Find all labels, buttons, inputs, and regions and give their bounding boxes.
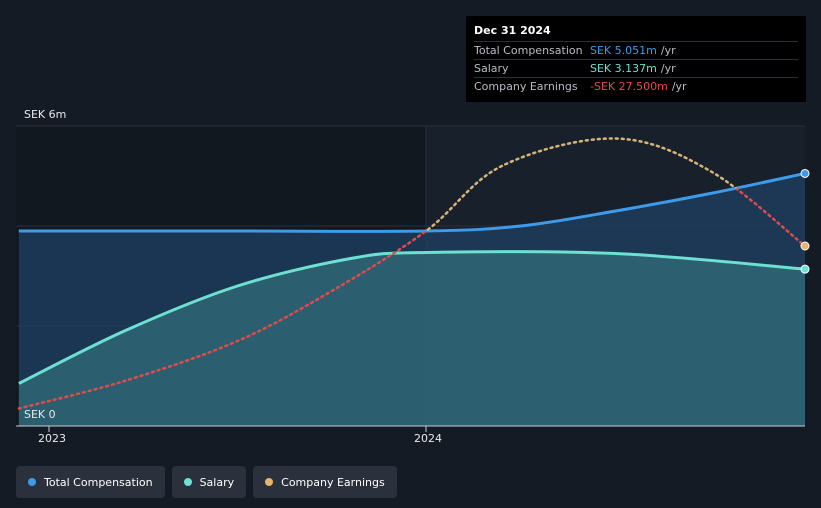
- salary-line: [18, 250, 806, 385]
- legend-dot-icon: [183, 478, 192, 486]
- tooltip-value: SEK 5.051m: [590, 44, 657, 57]
- tooltip-label: Company Earnings: [474, 80, 578, 93]
- tooltip-row-salary: Salary SEK 3.137m /yr: [474, 59, 798, 77]
- legend-label: Company Earnings: [281, 475, 385, 489]
- y-axis-min-label: SEK 0: [24, 408, 56, 421]
- legend-label: Salary: [199, 475, 235, 489]
- salary-end-dot: [800, 264, 810, 274]
- tooltip-row-total: Total Compensation SEK 5.051m /yr: [474, 41, 798, 59]
- x-tick-label-2024: 2024: [414, 432, 442, 445]
- company-earnings-line-negative: [17, 173, 805, 410]
- legend-item-salary[interactable]: Salary: [171, 466, 247, 498]
- tooltip-label: Total Compensation: [474, 44, 583, 57]
- tooltip-unit: /yr: [660, 44, 676, 57]
- legend-item-total-compensation[interactable]: Total Compensation: [16, 466, 165, 498]
- company-earnings-line-positive: [17, 137, 805, 232]
- x-tick-label-2023: 2023: [38, 432, 66, 445]
- tooltip-date: Dec 31 2024: [474, 24, 551, 37]
- tooltip-row-earnings: Company Earnings -SEK 27.500m /yr: [474, 77, 798, 95]
- y-axis-max-label: SEK 6m: [24, 108, 67, 121]
- tooltip-label: Salary: [474, 62, 509, 75]
- series-end-markers: [800, 168, 810, 274]
- data-tooltip: Dec 31 2024 Total Compensation SEK 5.051…: [466, 16, 806, 102]
- total-compensation-line: [18, 171, 806, 233]
- total-compensation-end-dot: [800, 168, 810, 178]
- tooltip-unit: /yr: [671, 80, 687, 93]
- x-axis-ticks: [48, 426, 427, 432]
- legend-label: Total Compensation: [44, 475, 153, 489]
- tooltip-value: -SEK 27.500m: [590, 80, 668, 93]
- legend-item-company-earnings[interactable]: Company Earnings: [253, 466, 397, 498]
- salary-area: [18, 251, 805, 426]
- legend-dot-icon: [265, 478, 274, 486]
- tooltip-value: SEK 3.137m: [590, 62, 657, 75]
- tooltip-unit: /yr: [660, 62, 676, 75]
- legend-dot-icon: [28, 478, 36, 486]
- chart-legend: Total Compensation Salary Company Earnin…: [16, 466, 397, 498]
- company-earnings-end-dot: [800, 241, 810, 251]
